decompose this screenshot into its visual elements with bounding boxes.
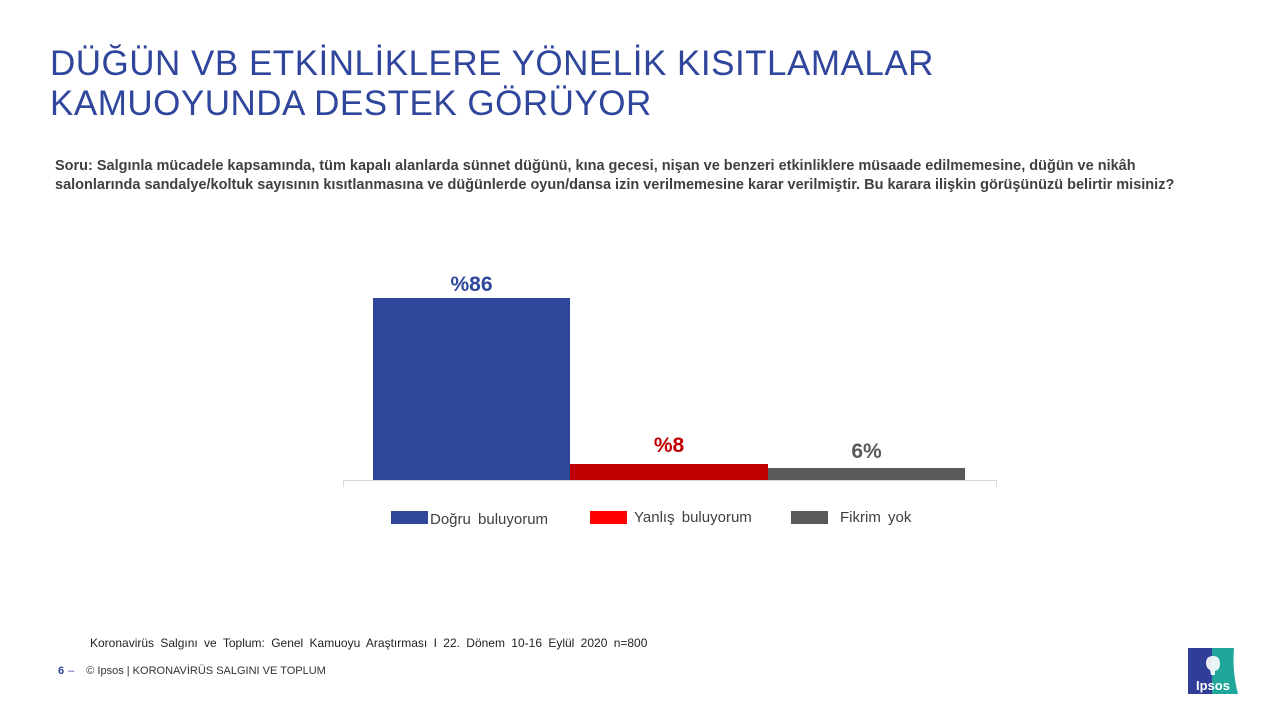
legend-item-dogru: Doğru buluyorum (391, 509, 549, 528)
svg-text:Ipsos: Ipsos (1196, 678, 1230, 693)
value-label-dogru: %86 (450, 273, 493, 296)
slide-title: DÜĞÜN VB ETKİNLİKLERE YÖNELİK KISITLAMAL… (50, 44, 1150, 124)
slide-title-line-2: KAMUOYUNDA DESTEK GÖRÜYOR (50, 84, 652, 123)
source-note: Koronavirüs Salgını ve Toplum: Genel Kam… (90, 636, 648, 650)
slide-footer: 6 – © Ipsos | KORONAVİRÜS SALGINI VE TOP… (58, 665, 326, 677)
ipsos-logo: Ipsos (1188, 648, 1238, 694)
survey-question: Soru: Salgınla mücadele kapsamında, tüm … (55, 158, 1175, 193)
value-label-fikrim-yok: 6% (851, 440, 882, 463)
page-number: 6 (58, 665, 65, 677)
legend-label-fikrim-yok: Fikrim yok (840, 509, 912, 526)
value-label-yanlis: %8 (653, 434, 685, 457)
legend-item-yanlis: Yanlış buluyorum (590, 509, 752, 526)
legend-swatch-fikrim-yok (791, 511, 828, 524)
x-axis (343, 480, 997, 487)
legend-label-yanlis: Yanlış buluyorum (634, 509, 752, 526)
bar-dogru (373, 298, 570, 480)
legend-item-fikrim-yok: Fikrim yok (791, 509, 911, 526)
bar-fikrim-yok (768, 468, 965, 480)
bar-yanlis (570, 464, 768, 480)
footer-text: © Ipsos | KORONAVİRÜS SALGINI VE TOPLUM (86, 665, 326, 677)
legend-swatch-yanlis (590, 511, 627, 524)
page-dash: – (68, 665, 75, 677)
slide-title-line-1: DÜĞÜN VB ETKİNLİKLERE YÖNELİK KISITLAMAL… (50, 44, 934, 83)
legend-swatch-dogru (391, 511, 428, 524)
ipsos-logo-icon: Ipsos (1188, 648, 1238, 694)
legend-label-dogru: Doğru buluyorum (430, 511, 549, 528)
